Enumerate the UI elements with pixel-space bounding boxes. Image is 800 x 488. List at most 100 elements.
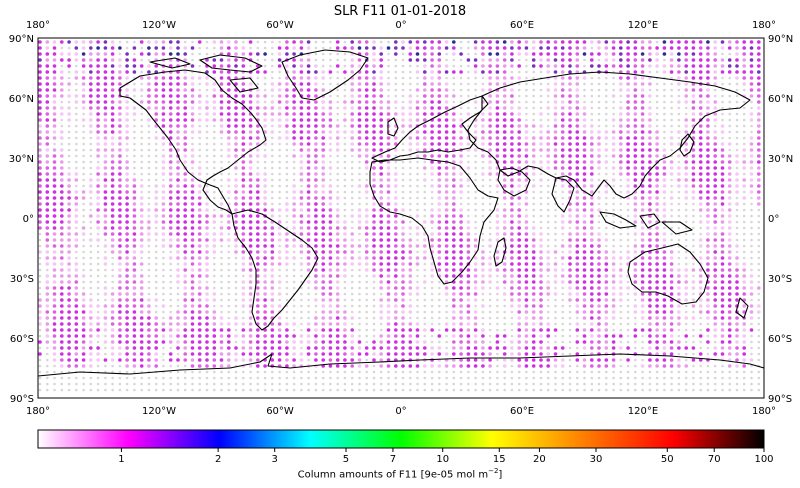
data-dot (561, 292, 564, 296)
data-dot (364, 148, 369, 152)
data-dot (350, 136, 355, 140)
data-dot (176, 172, 180, 176)
data-dot (292, 58, 296, 62)
data-dot (502, 52, 507, 56)
data-dot (299, 250, 304, 254)
data-dot (379, 250, 384, 254)
data-dot (271, 172, 274, 176)
data-dot (125, 64, 129, 68)
data-dot (248, 94, 253, 98)
data-dot (118, 334, 122, 338)
data-dot (154, 238, 158, 242)
data-dot (684, 298, 688, 302)
data-dot (626, 316, 630, 320)
data-dot (452, 58, 456, 62)
data-dot (619, 190, 623, 194)
data-dot (154, 196, 158, 200)
data-dot (81, 328, 86, 332)
data-dot (590, 52, 594, 56)
data-dot (749, 316, 754, 320)
data-dot (358, 190, 361, 194)
data-dot (670, 178, 673, 182)
data-dot (698, 130, 703, 134)
data-dot (553, 274, 558, 278)
data-dot (597, 322, 601, 326)
data-dot (45, 58, 50, 62)
data-dot (96, 46, 100, 50)
data-dot (255, 196, 260, 200)
data-dot (474, 178, 477, 182)
data-dot (510, 190, 514, 194)
data-dot (539, 130, 543, 134)
data-dot (52, 208, 57, 212)
data-dot (372, 88, 376, 92)
data-dot (481, 154, 485, 158)
data-dot (183, 88, 187, 92)
data-dot (757, 220, 761, 224)
data-dot (321, 118, 326, 122)
data-dot (444, 112, 449, 116)
data-dot (248, 136, 253, 140)
data-dot (633, 70, 638, 74)
data-dot (271, 70, 274, 74)
data-dot (52, 58, 57, 62)
data-dot (728, 148, 731, 152)
data-dot (474, 94, 477, 98)
data-dot (524, 142, 529, 146)
data-dot (727, 58, 732, 62)
data-dot (60, 232, 64, 236)
data-dot (161, 94, 166, 98)
data-dot (416, 178, 419, 182)
data-dot (553, 106, 558, 110)
data-dot (292, 286, 296, 290)
data-dot (60, 100, 64, 104)
data-dot (176, 334, 180, 338)
data-dot (67, 154, 71, 158)
data-dot (582, 334, 587, 338)
data-dot (640, 148, 645, 152)
data-dot (423, 214, 427, 218)
data-dot (757, 262, 761, 266)
data-dot (191, 142, 194, 146)
data-dot (234, 292, 238, 296)
data-dot (329, 178, 332, 182)
data-dot (213, 178, 216, 182)
data-dot (197, 106, 202, 110)
data-dot (648, 184, 652, 188)
data-dot (597, 136, 601, 140)
data-dot (583, 100, 586, 104)
data-dot (670, 76, 673, 80)
data-dot (575, 70, 580, 74)
data-dot (503, 298, 507, 302)
data-dot (110, 208, 115, 212)
data-dot (82, 166, 85, 170)
data-dot (140, 268, 143, 272)
data-dot (321, 262, 326, 266)
data-dot (430, 40, 434, 44)
data-dot (532, 70, 535, 74)
data-dot (190, 304, 195, 308)
data-dot (176, 112, 180, 116)
data-dot (314, 232, 318, 236)
data-dot (452, 304, 456, 308)
data-dot (481, 166, 485, 170)
data-dot (67, 232, 71, 236)
data-dot (430, 172, 434, 176)
data-dot (568, 52, 572, 56)
data-dot (546, 70, 550, 74)
data-dot (735, 112, 739, 116)
data-dot (118, 238, 122, 242)
data-dot (197, 202, 202, 206)
data-dot (590, 316, 594, 320)
data-dot (648, 94, 652, 98)
data-dot (713, 124, 717, 128)
data-dot (481, 118, 485, 122)
data-dot (670, 148, 673, 152)
data-dot (525, 112, 528, 116)
data-dot (670, 130, 673, 134)
data-dot (197, 100, 202, 104)
data-dot (481, 130, 485, 134)
data-dot (452, 238, 456, 242)
data-dot (190, 106, 195, 110)
data-dot (364, 160, 369, 164)
